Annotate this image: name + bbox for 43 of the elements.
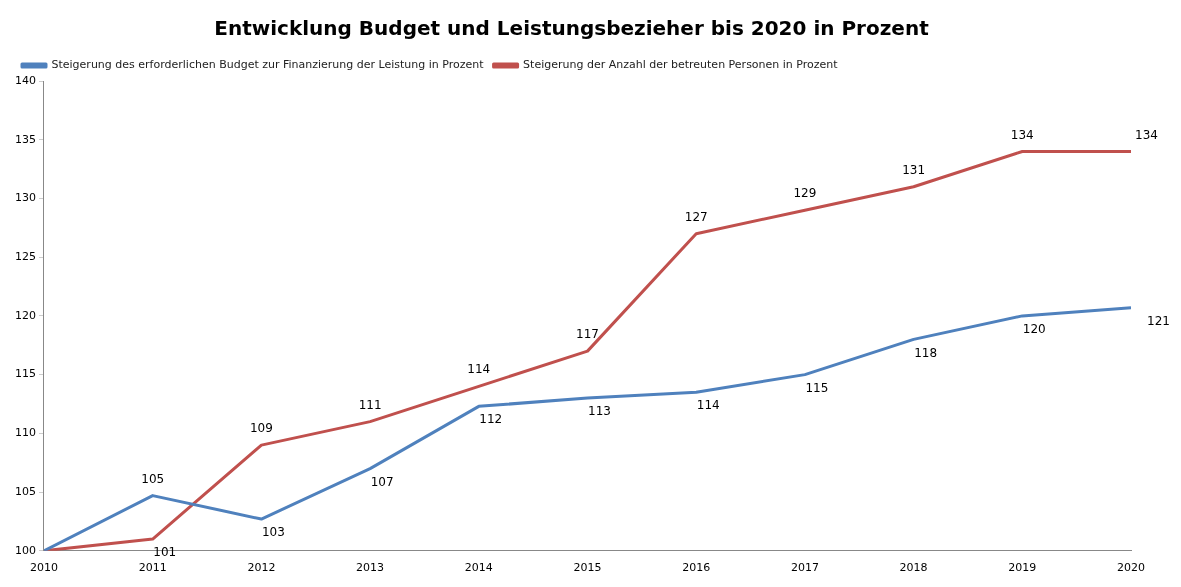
data-label: 134 <box>1010 127 1034 142</box>
x-tick-label: 2018 <box>899 561 928 575</box>
y-tick-label: 140 <box>15 73 36 87</box>
x-tick-label: 2014 <box>464 561 493 575</box>
x-tick-label: 2012 <box>247 561 276 575</box>
data-label: 109 <box>249 421 273 436</box>
data-label: 115 <box>805 380 829 395</box>
data-label: 114 <box>467 362 491 377</box>
x-tick-label: 2016 <box>682 561 711 575</box>
data-label: 111 <box>358 397 382 412</box>
y-tick-label: 110 <box>15 426 36 440</box>
data-label: 118 <box>914 345 938 360</box>
y-tick-label: 105 <box>15 484 36 498</box>
legend-label: Steigerung der Anzahl der betreuten Personen in Prozent <box>523 58 839 72</box>
y-tick-label: 130 <box>15 191 36 205</box>
x-tick-label: 2017 <box>790 561 819 575</box>
x-tick-label: 2011 <box>138 561 167 575</box>
data-label: 120 <box>1022 322 1046 337</box>
data-label: 105 <box>141 471 165 486</box>
data-label: 113 <box>588 404 611 419</box>
data-label: 129 <box>793 186 817 201</box>
data-label: 107 <box>370 474 394 489</box>
y-tick-label: 120 <box>15 308 36 322</box>
legend-label: Steigerung des erforderlichen Budget zur Finanzierung der Leistung in Prozent <box>51 58 485 72</box>
data-label: 117 <box>576 327 599 342</box>
x-tick-label: 2019 <box>1008 561 1037 575</box>
x-tick-label: 2020 <box>1117 561 1145 575</box>
data-label: 101 <box>153 545 177 560</box>
x-tick-label: 2010 <box>30 561 58 575</box>
data-label: 112 <box>479 412 503 427</box>
y-tick-label: 125 <box>15 250 36 264</box>
x-tick-label: 2013 <box>356 561 385 575</box>
x-tick-label: 2015 <box>573 561 602 575</box>
data-label: 131 <box>902 162 926 177</box>
y-tick-label: 115 <box>15 367 36 381</box>
data-label: 103 <box>261 525 285 540</box>
y-tick-label: 100 <box>15 543 36 557</box>
data-label: 114 <box>696 398 720 413</box>
data-label: 121 <box>1147 313 1170 328</box>
data-label: 127 <box>684 209 708 224</box>
chart-title: Entwicklung Budget und Leistungsbezieher bis 2020 in Prozent <box>214 16 930 41</box>
y-tick-label: 135 <box>15 132 36 146</box>
data-label: 134 <box>1135 127 1158 142</box>
